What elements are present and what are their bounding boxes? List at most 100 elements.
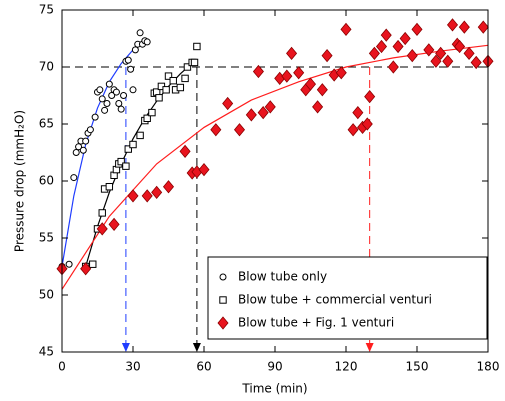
data-point xyxy=(245,108,257,122)
arrow-head xyxy=(121,343,130,352)
data-point xyxy=(98,95,106,103)
data-point xyxy=(169,76,177,85)
data-point xyxy=(233,123,246,137)
data-point xyxy=(70,174,78,182)
data-point xyxy=(312,100,324,114)
legend-label: Blow tube + Fig. 1 venturi xyxy=(238,316,394,330)
data-point xyxy=(406,48,418,63)
data-point xyxy=(129,86,137,94)
data-point xyxy=(131,46,139,54)
x-tick-label: 90 xyxy=(267,360,282,374)
data-point xyxy=(435,46,447,60)
data-point xyxy=(108,217,120,231)
data-point xyxy=(252,64,264,79)
data-point xyxy=(112,88,120,96)
data-point xyxy=(96,86,104,94)
data-point xyxy=(430,54,442,68)
data-point xyxy=(120,92,128,99)
data-point xyxy=(304,77,317,91)
data-point xyxy=(364,90,376,104)
data-point xyxy=(335,66,347,80)
legend-marker xyxy=(219,273,227,281)
data-point xyxy=(281,69,293,83)
data-point xyxy=(193,42,201,51)
data-point xyxy=(176,83,185,92)
data-point xyxy=(127,189,139,203)
data-point xyxy=(143,114,151,122)
data-point xyxy=(368,46,380,60)
data-point xyxy=(75,143,83,151)
data-point xyxy=(162,86,170,94)
data-point xyxy=(115,99,123,107)
legend-label: Blow tube only xyxy=(238,270,327,284)
data-point xyxy=(286,46,298,60)
data-point xyxy=(80,262,92,276)
data-point xyxy=(375,39,388,54)
data-point xyxy=(136,131,144,140)
data-point xyxy=(458,20,470,34)
data-point xyxy=(446,18,459,32)
x-axis-title: Time (min) xyxy=(241,382,307,396)
data-point xyxy=(293,66,305,80)
fit-curve xyxy=(61,38,148,267)
data-point xyxy=(105,183,114,191)
data-point xyxy=(103,99,111,107)
data-point xyxy=(477,20,489,34)
data-point xyxy=(91,113,99,121)
arrow-head xyxy=(192,343,201,352)
data-point xyxy=(148,108,156,117)
data-point xyxy=(222,96,234,111)
data-point xyxy=(380,28,392,42)
data-point xyxy=(86,126,94,134)
data-point xyxy=(117,157,125,166)
data-point xyxy=(122,162,130,170)
data-point xyxy=(164,72,173,80)
y-tick-label: 60 xyxy=(39,174,54,188)
data-point xyxy=(190,58,199,67)
data-point xyxy=(423,43,435,57)
x-tick-label: 120 xyxy=(335,360,358,374)
data-point xyxy=(183,63,192,71)
data-point xyxy=(98,209,106,217)
y-tick-label: 65 xyxy=(39,117,54,131)
y-tick-label: 70 xyxy=(39,60,54,74)
data-point xyxy=(463,46,475,60)
data-point xyxy=(181,74,189,83)
data-point xyxy=(411,22,423,37)
data-point xyxy=(141,189,153,203)
data-point xyxy=(210,123,222,137)
data-point xyxy=(65,260,73,268)
data-point xyxy=(399,31,411,46)
data-point xyxy=(198,162,210,177)
data-point xyxy=(82,137,90,145)
y-tick-label: 55 xyxy=(39,231,54,245)
data-point xyxy=(470,55,482,70)
legend-marker xyxy=(219,296,227,304)
data-point xyxy=(162,180,175,194)
x-tick-label: 0 xyxy=(58,360,66,374)
data-point xyxy=(257,105,269,120)
arrow-head xyxy=(365,343,374,352)
data-point xyxy=(89,260,97,268)
data-point xyxy=(96,222,108,236)
x-tick-label: 180 xyxy=(477,360,500,374)
data-point xyxy=(442,54,454,68)
y-axis-title: Pressure drop (mmH₂O) xyxy=(13,110,27,252)
data-point xyxy=(127,65,135,73)
data-point xyxy=(151,185,163,200)
data-point xyxy=(316,83,328,97)
data-point xyxy=(392,39,404,54)
data-point xyxy=(347,123,359,137)
data-point xyxy=(124,145,132,153)
data-point xyxy=(179,144,191,158)
data-point xyxy=(352,105,364,120)
legend-box xyxy=(207,256,488,340)
data-point xyxy=(72,149,80,156)
legend-marker xyxy=(217,316,229,330)
data-point xyxy=(321,48,333,63)
data-point xyxy=(101,106,109,114)
data-point xyxy=(361,117,373,131)
data-point xyxy=(117,105,125,113)
data-point xyxy=(79,146,87,154)
